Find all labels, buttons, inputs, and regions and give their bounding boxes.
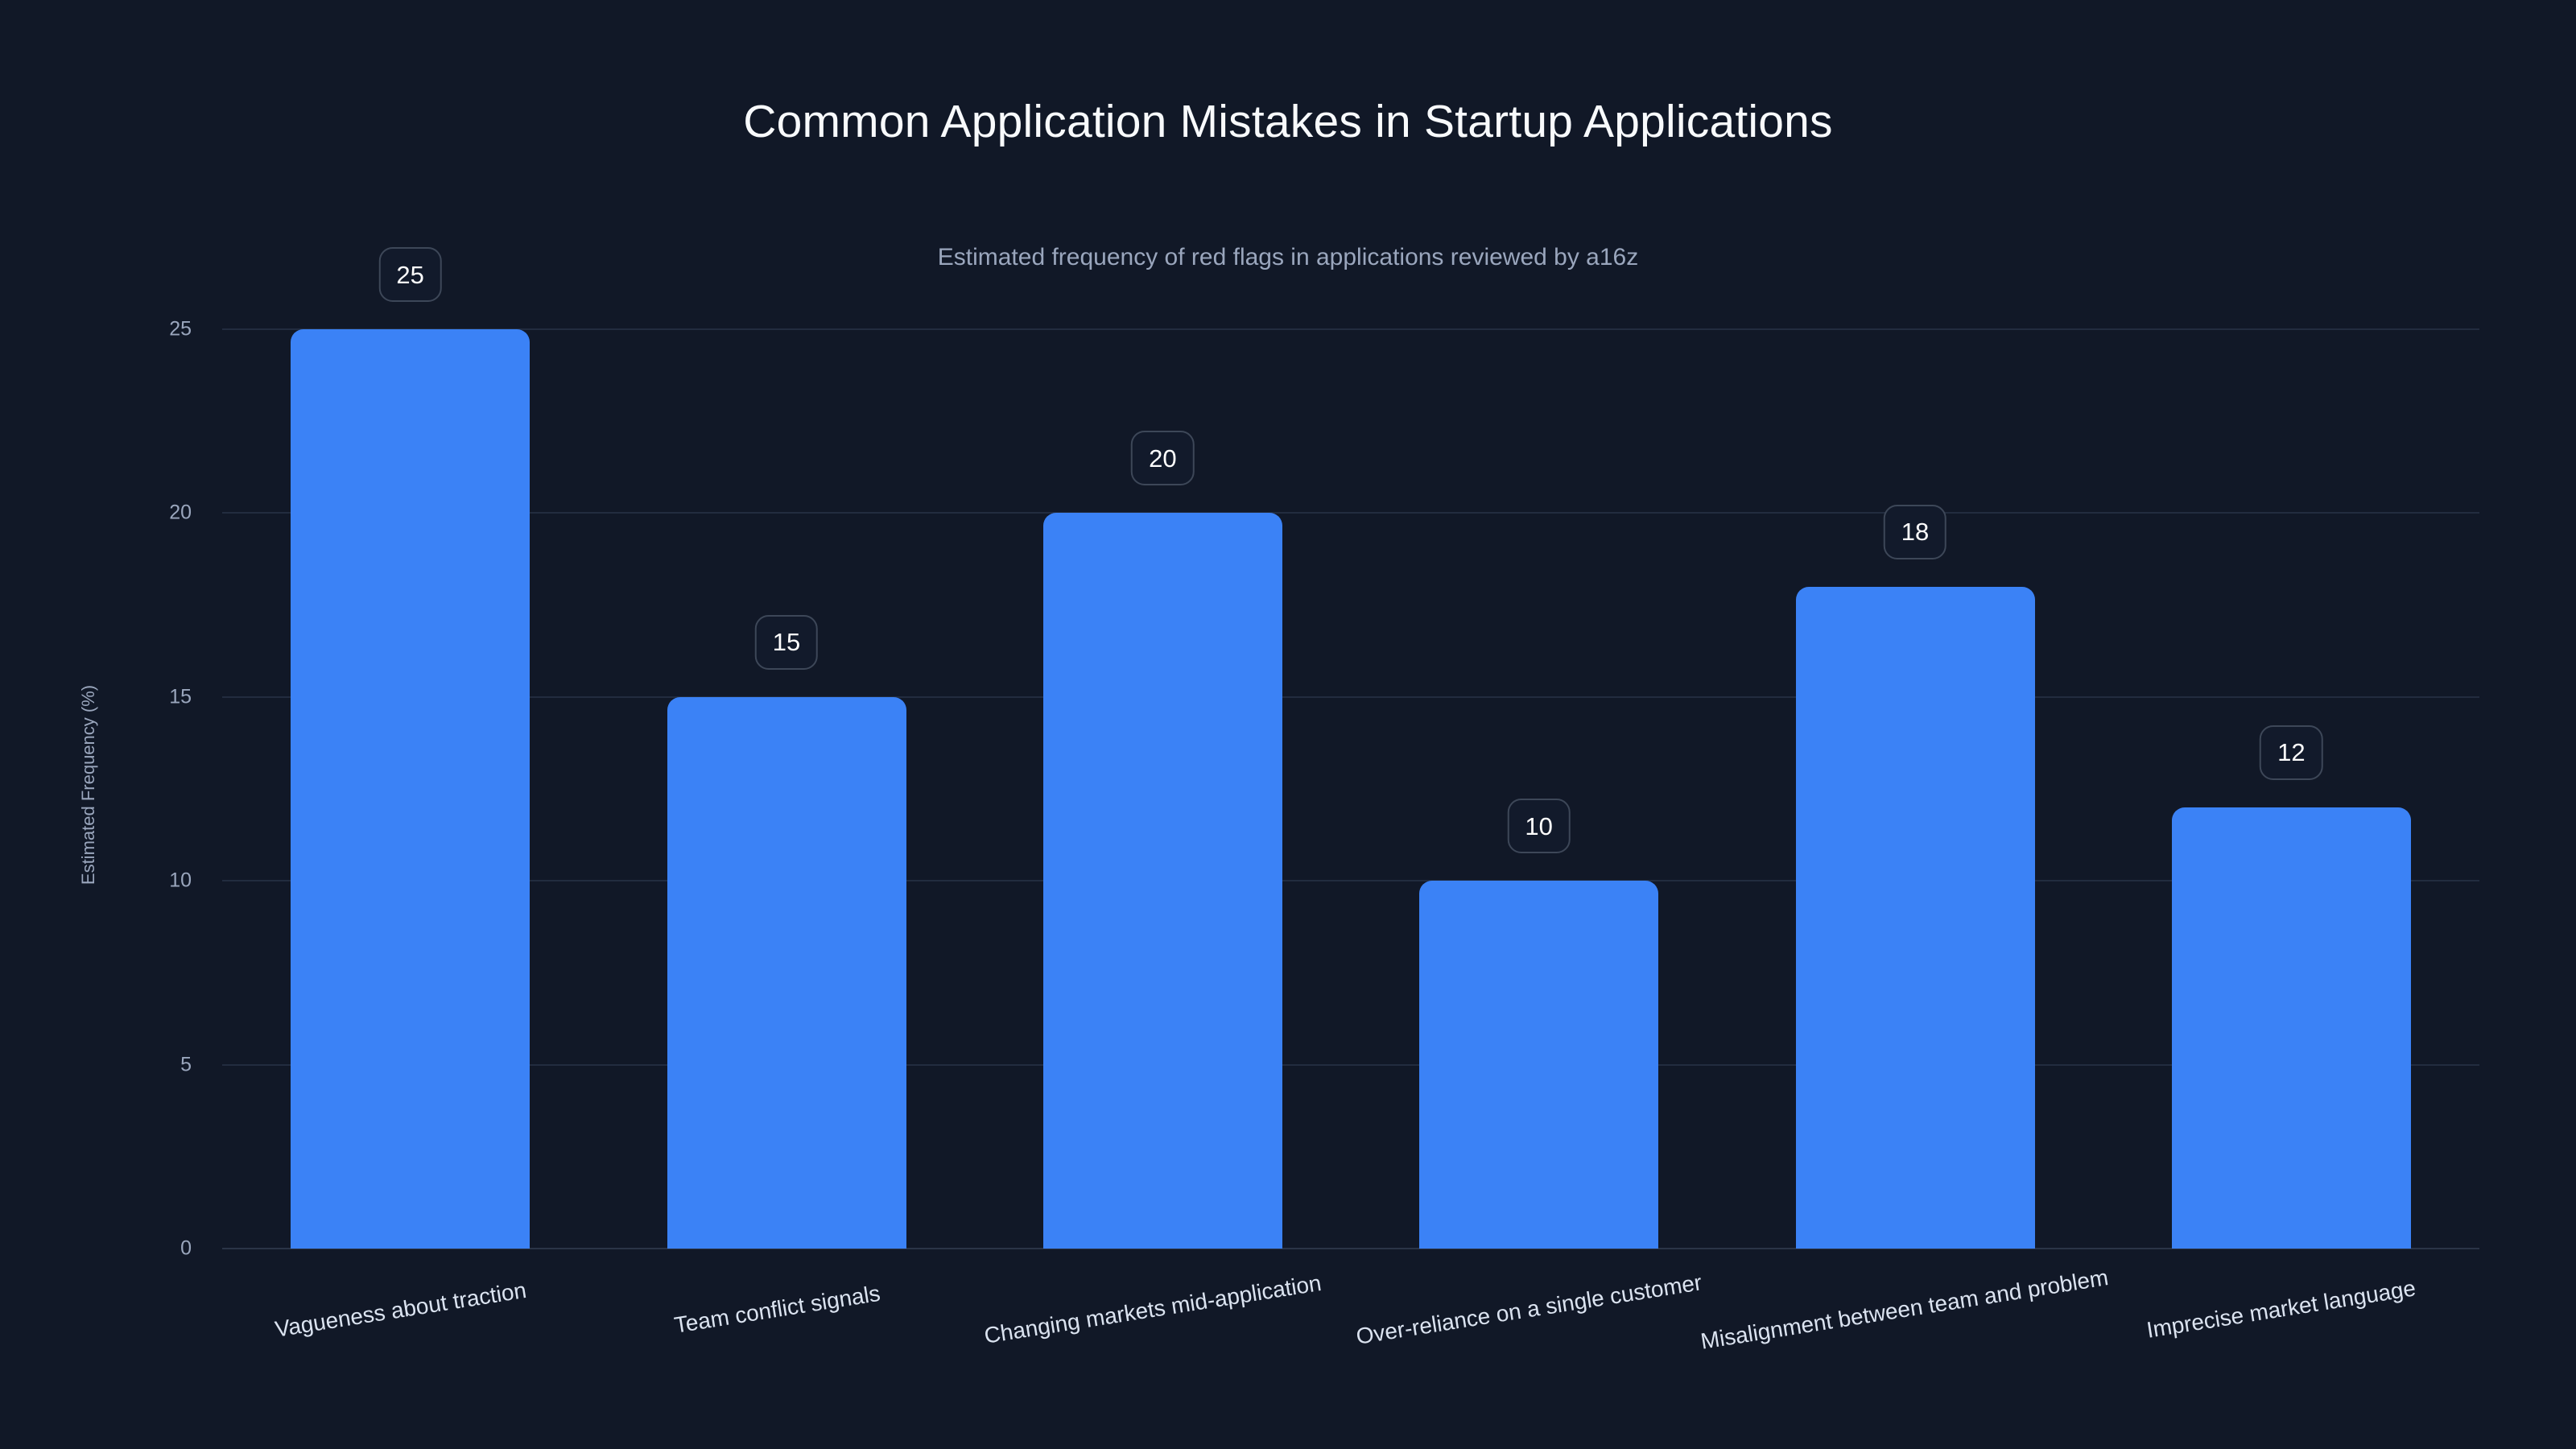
bar[interactable] bbox=[2171, 807, 2411, 1249]
bar[interactable] bbox=[291, 329, 530, 1249]
x-axis-tick-labels: Vagueness about traction Team conflict si… bbox=[0, 1249, 2576, 1449]
gridline-15 bbox=[222, 696, 2479, 698]
gridline-0 bbox=[222, 1248, 2479, 1249]
plot-area bbox=[222, 328, 2479, 1249]
x-tick-label: Imprecise market language bbox=[2145, 1275, 2418, 1344]
y-tick-label: 5 bbox=[180, 1053, 192, 1076]
y-tick-label: 15 bbox=[169, 685, 192, 708]
bar-value-badge: 10 bbox=[1507, 799, 1571, 854]
x-tick-label: Team conflict signals bbox=[672, 1280, 882, 1338]
chart-subtitle: Estimated frequency of red flags in appl… bbox=[937, 244, 1639, 270]
y-tick-label: 0 bbox=[180, 1236, 192, 1260]
bar[interactable] bbox=[1795, 586, 2035, 1249]
bar[interactable] bbox=[667, 696, 906, 1249]
bar-value-badge: 18 bbox=[1883, 504, 1947, 559]
bar-value-badge: 25 bbox=[378, 247, 442, 302]
y-tick-label: 10 bbox=[169, 869, 192, 892]
gridline-10 bbox=[222, 880, 2479, 882]
gridline-25 bbox=[222, 328, 2479, 330]
bar[interactable] bbox=[1042, 513, 1282, 1249]
x-tick-label: Changing markets mid-application bbox=[982, 1269, 1323, 1348]
bar-value-badge: 20 bbox=[1131, 431, 1195, 486]
gridline-5 bbox=[222, 1063, 2479, 1066]
chart-title: Common Application Mistakes in Startup A… bbox=[743, 96, 1833, 147]
y-tick-label: 20 bbox=[169, 501, 192, 524]
y-axis-tick-labels: 0 5 10 15 20 25 bbox=[0, 318, 222, 1260]
bar[interactable] bbox=[1419, 881, 1659, 1249]
x-tick-label: Vagueness about traction bbox=[273, 1277, 529, 1342]
bar-value-badge: 15 bbox=[754, 614, 819, 670]
x-tick-label: Misalignment between team and problem bbox=[1699, 1265, 2111, 1354]
gridline-20 bbox=[222, 512, 2479, 514]
x-tick-label: Over-reliance on a single customer bbox=[1354, 1269, 1703, 1349]
y-tick-label: 25 bbox=[169, 317, 192, 341]
bar-value-badge: 12 bbox=[2260, 724, 2323, 780]
